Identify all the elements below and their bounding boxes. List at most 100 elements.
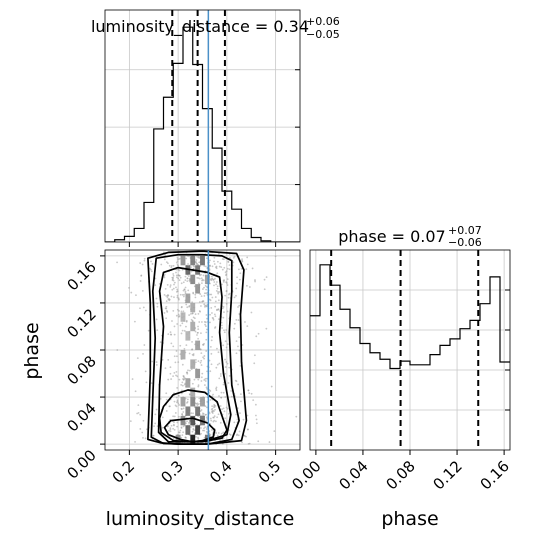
sample-point xyxy=(216,416,219,419)
sample-point xyxy=(213,313,216,316)
sample-point xyxy=(220,321,223,324)
sample-point xyxy=(137,404,140,407)
sample-point xyxy=(173,333,176,336)
sample-point xyxy=(216,434,219,437)
sample-point xyxy=(270,385,273,388)
sample-point xyxy=(221,327,223,329)
sample-point xyxy=(150,382,153,384)
sample-point xyxy=(175,314,178,317)
sample-point xyxy=(172,415,175,418)
x-tick-label: 0.16 xyxy=(477,457,513,493)
sample-point xyxy=(255,414,257,417)
sample-point xyxy=(185,371,188,374)
sample-point xyxy=(184,422,187,425)
sample-point xyxy=(175,350,178,352)
sample-point xyxy=(204,323,206,326)
sample-point xyxy=(191,424,194,427)
sample-point xyxy=(217,299,220,302)
sample-point xyxy=(215,267,218,270)
sample-point xyxy=(184,292,187,294)
sample-point xyxy=(213,260,215,263)
sample-point xyxy=(214,431,217,434)
sample-point xyxy=(250,392,253,395)
sample-point xyxy=(194,313,197,316)
sample-point xyxy=(159,341,162,344)
sample-point xyxy=(201,414,204,417)
sample-point xyxy=(200,359,203,362)
x-tick-label: 0.5 xyxy=(255,457,285,487)
sample-point xyxy=(172,264,175,267)
sample-point xyxy=(212,420,215,423)
sample-point xyxy=(142,436,144,439)
sample-point xyxy=(257,440,260,443)
sample-point xyxy=(227,412,230,415)
sample-point xyxy=(169,405,171,408)
sample-point xyxy=(248,392,251,394)
sample-point xyxy=(263,288,266,291)
sample-point xyxy=(163,258,166,261)
sample-point xyxy=(200,282,203,284)
sample-point xyxy=(172,274,175,277)
contour-line xyxy=(150,253,240,445)
sample-point xyxy=(209,259,211,262)
sample-point xyxy=(225,281,228,284)
sample-point xyxy=(211,336,214,338)
sample-point xyxy=(204,377,207,380)
sample-point xyxy=(274,255,277,258)
sample-point xyxy=(222,258,225,261)
sample-point xyxy=(224,396,227,398)
sample-point xyxy=(202,413,205,415)
sample-point xyxy=(191,382,194,385)
y-tick-label: 0.12 xyxy=(63,305,99,341)
sample-point xyxy=(175,290,178,293)
sample-point xyxy=(241,441,243,444)
sample-point xyxy=(181,329,184,332)
sample-point xyxy=(197,282,200,285)
sample-point xyxy=(136,357,139,360)
sample-point xyxy=(209,417,212,420)
sample-point xyxy=(228,366,231,369)
sample-point xyxy=(116,261,118,264)
sample-point xyxy=(184,290,187,293)
sample-point xyxy=(187,275,190,277)
sample-point xyxy=(205,338,208,341)
sample-point xyxy=(190,270,193,273)
sample-point xyxy=(246,325,249,328)
sample-point xyxy=(225,270,228,272)
sample-point xyxy=(161,426,164,429)
sample-point xyxy=(236,282,238,285)
luminosity-distance-title-minus: −0.05 xyxy=(306,28,340,41)
sample-point xyxy=(155,318,158,321)
sample-point xyxy=(159,397,162,400)
sample-point xyxy=(197,360,200,363)
sample-point xyxy=(188,314,191,316)
sample-point xyxy=(222,279,225,282)
sample-point xyxy=(209,390,212,392)
sample-point xyxy=(212,416,215,419)
sample-point xyxy=(211,405,214,408)
sample-point xyxy=(178,274,181,277)
sample-point xyxy=(183,329,186,332)
sample-point xyxy=(174,412,177,414)
sample-point xyxy=(176,276,178,279)
sample-point xyxy=(203,292,206,295)
sample-point xyxy=(210,307,213,309)
sample-point xyxy=(186,306,189,309)
sample-point xyxy=(216,347,218,350)
sample-point xyxy=(183,288,186,291)
sample-point xyxy=(177,315,180,318)
sample-point xyxy=(200,380,203,382)
sample-point xyxy=(215,387,217,390)
sample-point xyxy=(225,361,228,363)
sample-point xyxy=(178,431,181,434)
sample-point xyxy=(224,358,226,361)
sample-point xyxy=(245,284,248,287)
sample-point xyxy=(268,441,271,443)
sample-point xyxy=(194,296,197,299)
sample-point xyxy=(167,333,170,336)
sample-point xyxy=(210,363,213,366)
density-cell xyxy=(180,312,186,322)
sample-point xyxy=(196,404,199,407)
sample-point xyxy=(205,350,208,352)
